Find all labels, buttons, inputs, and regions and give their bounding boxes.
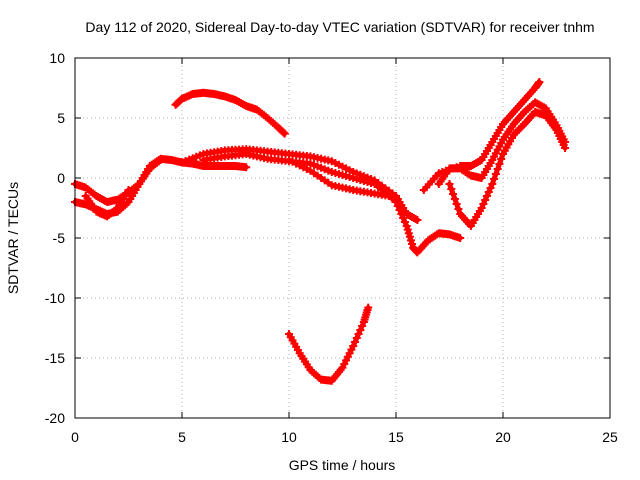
y-tick-label: -10 [45,290,65,306]
x-tick-label: 25 [602,429,618,445]
series-track-3 [81,186,133,221]
y-tick-label: -15 [45,350,65,366]
data-points [71,78,570,385]
data-point [493,165,502,173]
x-axis-label: GPS time / hours [289,457,396,473]
series-track-10 [434,98,570,188]
y-tick-label: -20 [45,410,65,426]
y-tick-label: -5 [53,230,66,246]
data-point [456,234,465,242]
y-tick-label: 5 [57,110,65,126]
data-point [124,186,133,194]
data-point [454,205,463,213]
data-point [242,163,251,172]
x-tick-label: 5 [178,429,186,445]
data-point [392,193,400,202]
data-point [447,185,456,193]
data-point [497,155,506,163]
data-point [491,170,500,178]
data-point [280,129,289,138]
y-tick-label: 0 [57,170,65,186]
data-point [413,216,422,224]
series-track-7 [285,156,400,202]
y-axis-label: SDTVAR / TECUs [5,182,21,294]
data-point [535,78,544,86]
series-track-8 [285,303,373,385]
chart-title: Day 112 of 2020, Sidereal Day-to-day VTE… [85,19,594,35]
data-point [488,180,497,188]
data-point [452,200,461,208]
x-tick-label: 0 [71,429,79,445]
series-track-4 [171,88,289,138]
axis-ticks: 0 5 10 15 20 25 -20 -15 -10 -5 0 5 10 [45,50,618,445]
data-point [495,160,504,168]
series-line [286,305,371,384]
data-point [561,144,570,152]
data-point [450,195,459,203]
grid [75,58,610,418]
x-tick-label: 15 [388,429,404,445]
data-point [156,156,165,164]
x-tick-label: 10 [281,429,297,445]
x-tick-label: 20 [495,429,511,445]
data-point [445,180,454,188]
data-point [449,190,458,198]
series-track-11 [445,108,570,230]
y-tick-label: 10 [49,50,65,66]
data-point [490,175,499,183]
data-point [364,303,373,312]
